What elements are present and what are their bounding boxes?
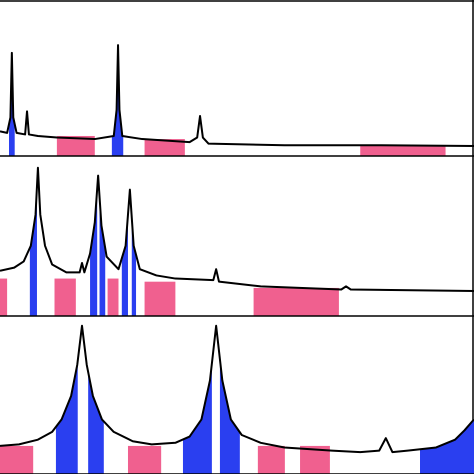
fill-region [9,52,15,156]
band-bar [56,135,95,156]
band-bar [253,287,339,316]
spectrum-line [0,324,474,454]
fill-region [55,360,78,474]
spectrum-line [0,166,474,293]
fill-region [182,363,212,474]
band-bar [0,278,8,316]
band-bar [54,278,76,316]
band-bar [257,445,285,474]
spectrum-line [0,44,474,147]
band-bar [107,278,119,316]
fill-region [88,372,104,474]
band-bar [144,281,176,316]
band-bar [144,139,185,156]
band-bar [360,145,446,156]
band-bar [0,445,34,474]
band-bar [127,445,162,474]
fill-region [419,419,474,474]
